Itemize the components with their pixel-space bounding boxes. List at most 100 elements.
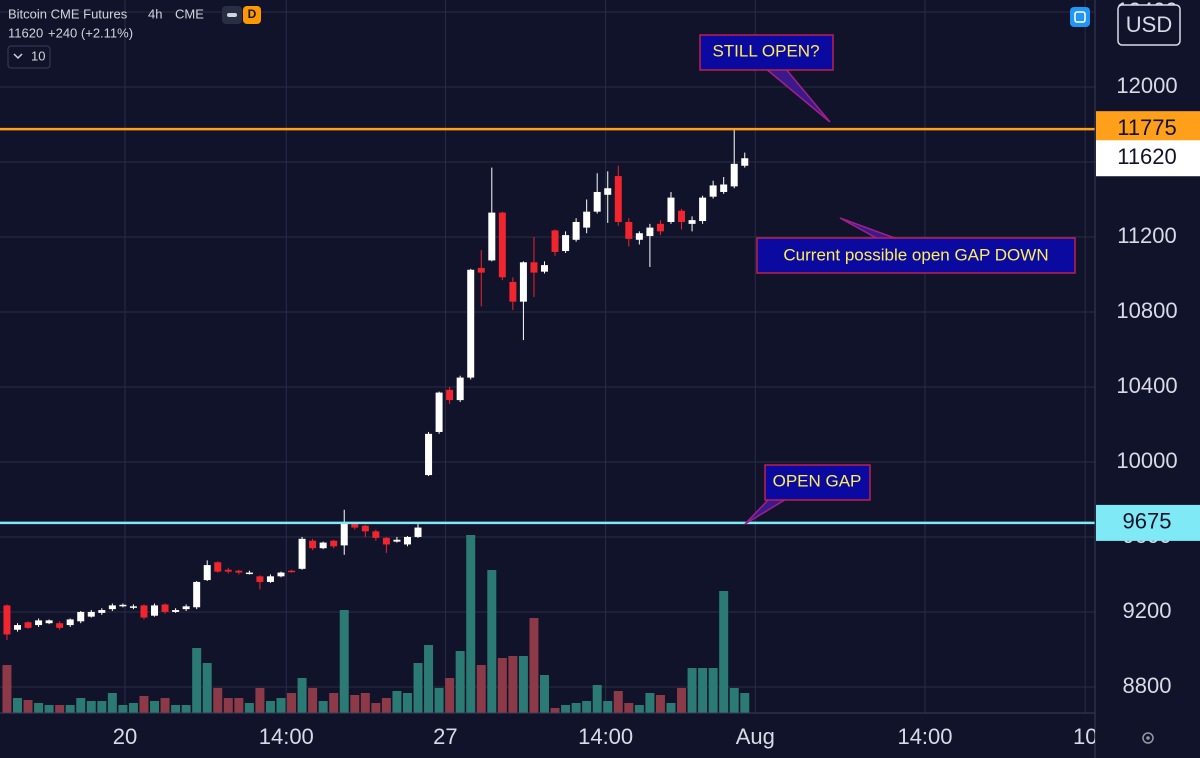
price-tag-label: 9675 xyxy=(1123,509,1172,534)
candle-body xyxy=(456,377,464,401)
candle-body xyxy=(467,269,475,378)
badge xyxy=(243,6,261,24)
candle-body xyxy=(172,610,180,612)
volume-bar xyxy=(139,696,149,713)
annotation-box xyxy=(699,34,834,71)
annotation-box xyxy=(764,464,871,501)
exchange: CME xyxy=(175,6,204,21)
volume-bar xyxy=(466,535,476,713)
x-tick-label: 20 xyxy=(113,724,137,749)
annotation-box xyxy=(756,237,1076,274)
volume-bar xyxy=(698,668,708,713)
candle-body xyxy=(13,625,21,630)
candle-body xyxy=(435,392,443,432)
candle-body xyxy=(583,211,591,228)
volume-bar xyxy=(539,675,549,713)
y-tick-label: 11200 xyxy=(1117,223,1177,248)
candle-body xyxy=(382,537,390,545)
volume-bar xyxy=(518,656,528,713)
candle-body xyxy=(425,433,433,476)
volume-bar xyxy=(76,698,86,713)
volume-bar xyxy=(645,693,655,713)
candle-body xyxy=(678,210,686,222)
candle-body xyxy=(656,223,664,232)
symbol: Bitcoin CME Futures xyxy=(8,6,128,21)
volume-bar xyxy=(613,691,623,713)
screenshot-button[interactable] xyxy=(1070,7,1090,27)
grid xyxy=(0,0,1095,713)
chevron xyxy=(13,53,23,60)
x-tick-label: 27 xyxy=(433,724,457,749)
candle-body xyxy=(203,565,211,581)
last-price-tag xyxy=(1096,140,1200,177)
volume-indicator-button[interactable] xyxy=(7,45,51,69)
gear-hub xyxy=(1146,736,1150,740)
volume-pane xyxy=(2,535,750,713)
candle-body xyxy=(298,538,306,569)
volume-bar xyxy=(276,698,286,713)
legend-header: Bitcoin CME Futures 4h CME D 11620 +240 … xyxy=(7,6,261,69)
volume-bar xyxy=(740,693,750,713)
volume-bar xyxy=(561,705,571,713)
candle-body xyxy=(224,569,232,572)
volume-bar xyxy=(687,668,697,713)
volume-bar xyxy=(150,701,160,713)
last-price: 11620 xyxy=(8,25,43,40)
currency-button[interactable] xyxy=(1117,4,1181,46)
volume-bar xyxy=(86,701,96,713)
candle-body xyxy=(540,265,548,272)
candle-body xyxy=(646,227,654,237)
candle-body xyxy=(119,604,127,607)
candle-body xyxy=(193,581,201,608)
badge-text: D xyxy=(248,7,257,21)
annotation-text: OPEN GAP xyxy=(773,471,862,490)
volume-bar xyxy=(666,703,676,713)
x-tick-label: 14:00 xyxy=(897,724,952,749)
candle-body xyxy=(562,235,570,252)
volume-bar xyxy=(44,705,54,713)
volume-bar xyxy=(392,691,402,713)
volume-bar xyxy=(424,645,434,713)
y-tick-label: 10000 xyxy=(1116,448,1177,473)
candle-body xyxy=(266,576,274,582)
y-tick-label: 9200 xyxy=(1123,598,1172,623)
volume-bar xyxy=(2,665,12,713)
volume-bar xyxy=(497,658,507,713)
annotation-gap-down: Current possible open GAP DOWN xyxy=(756,217,1076,274)
settings-icon[interactable] xyxy=(1142,732,1154,744)
y-tick-label: 10800 xyxy=(1116,298,1177,323)
horizontal-lines xyxy=(0,127,1095,525)
candle-body xyxy=(551,230,559,252)
y-tick-label: 12000 xyxy=(1116,73,1177,98)
volume-bar xyxy=(118,705,128,713)
volume-bar xyxy=(634,705,644,713)
candle-body xyxy=(635,233,643,240)
candle-body xyxy=(151,605,159,616)
candle-body xyxy=(393,539,401,542)
price-tags: 11775 9675 11620 xyxy=(1096,111,1200,541)
candle-body xyxy=(625,221,633,239)
candle-body xyxy=(214,562,222,572)
candle-body xyxy=(498,212,506,278)
volume-bar xyxy=(107,693,117,713)
price-tag-label: 11775 xyxy=(1117,115,1177,140)
volume-bar xyxy=(202,663,212,713)
screenshot-icon xyxy=(1074,11,1086,23)
currency-label: USD xyxy=(1126,12,1172,37)
candle-body xyxy=(477,267,485,273)
candle-body xyxy=(519,262,527,302)
volume-bar xyxy=(65,705,75,713)
volume-bar xyxy=(413,663,423,713)
candle-body xyxy=(330,540,338,547)
candle-body xyxy=(688,220,696,224)
candle-body xyxy=(87,611,95,617)
candle-body xyxy=(182,606,190,610)
volume-bar xyxy=(582,701,592,713)
last-price-label: 11620 xyxy=(1117,144,1177,169)
candle-body xyxy=(509,281,517,302)
volume-bar xyxy=(308,688,318,713)
candle-body xyxy=(709,185,717,197)
x-tick-label: 10 xyxy=(1073,724,1097,749)
